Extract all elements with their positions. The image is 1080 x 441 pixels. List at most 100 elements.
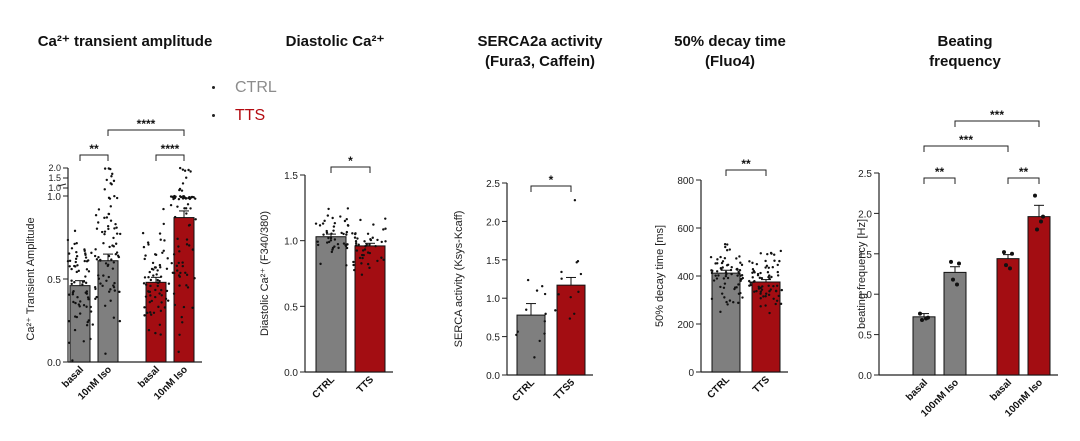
- data-point: [181, 168, 185, 171]
- data-point: [721, 266, 724, 269]
- data-point: [957, 261, 961, 266]
- y-tick-label: 0.0: [284, 368, 298, 379]
- data-point: [189, 207, 192, 210]
- data-point: [181, 261, 184, 264]
- data-point: [178, 250, 181, 253]
- data-point: [67, 319, 71, 323]
- significance-label: **: [1019, 165, 1029, 179]
- data-point: [766, 252, 769, 256]
- data-point: [751, 276, 754, 279]
- data-point: [109, 182, 112, 185]
- data-point: [776, 274, 780, 277]
- data-point: [557, 293, 560, 296]
- y-tick-label: 1.5: [284, 171, 298, 182]
- data-point: [332, 225, 336, 228]
- data-point: [142, 245, 146, 249]
- y-tick-label: 2.0: [48, 163, 61, 173]
- y-tick-label: 1.0: [858, 290, 872, 301]
- data-point: [737, 301, 740, 305]
- data-point: [107, 167, 110, 170]
- data-point: [107, 196, 111, 200]
- significance-label: *: [348, 154, 353, 168]
- data-point: [169, 203, 173, 207]
- x-tick-label: basal: [136, 364, 162, 390]
- data-point: [345, 230, 349, 234]
- data-point: [314, 222, 318, 225]
- data-point: [354, 239, 358, 243]
- data-point: [327, 207, 330, 211]
- data-point: [84, 291, 87, 294]
- data-point: [75, 315, 79, 319]
- data-point: [764, 266, 767, 269]
- data-point: [73, 242, 76, 246]
- data-point: [103, 304, 107, 307]
- significance-label: ***: [959, 133, 973, 147]
- bar-4: [1027, 216, 1051, 376]
- data-point: [85, 260, 89, 263]
- data-point: [183, 169, 187, 172]
- data-point: [68, 341, 71, 344]
- data-point: [175, 264, 179, 268]
- data-point: [148, 270, 151, 274]
- data-point: [143, 276, 147, 279]
- data-point: [187, 168, 190, 172]
- data-point: [761, 285, 764, 288]
- data-point: [143, 257, 146, 261]
- data-point: [361, 249, 365, 252]
- data-point: [172, 197, 175, 201]
- data-point: [105, 216, 109, 219]
- data-point: [316, 240, 319, 243]
- data-point: [721, 260, 725, 263]
- significance-label: ****: [137, 117, 156, 131]
- data-point: [191, 306, 194, 310]
- data-point: [87, 298, 90, 301]
- data-point: [766, 271, 770, 274]
- data-point: [329, 239, 333, 242]
- data-point: [142, 282, 146, 285]
- data-point: [85, 324, 89, 327]
- data-point: [173, 215, 177, 219]
- bar-2: [354, 245, 386, 373]
- data-point: [544, 312, 547, 316]
- data-point: [89, 337, 92, 341]
- data-point: [345, 217, 348, 221]
- data-point: [774, 289, 778, 293]
- significance-bracket: [530, 185, 572, 192]
- data-point: [722, 286, 726, 289]
- data-point: [733, 287, 736, 291]
- data-point: [709, 255, 713, 259]
- data-point: [568, 317, 572, 320]
- data-point: [775, 284, 779, 287]
- data-point: [110, 175, 113, 178]
- data-point: [326, 214, 330, 217]
- significance-bracket: [923, 177, 956, 184]
- data-point: [74, 260, 77, 264]
- data-point: [764, 259, 767, 263]
- panel-4: 0 200 400 600 800 50% decay time [ms] CTRL TTS *…: [654, 157, 788, 401]
- y-tick-label: 1.0: [486, 294, 500, 305]
- data-point: [366, 262, 370, 266]
- data-point: [156, 269, 159, 272]
- data-point: [75, 250, 78, 254]
- y-axis-label: Diastolic Ca²⁺ (F340/380): [259, 211, 271, 336]
- data-point: [70, 267, 73, 271]
- data-point: [166, 257, 169, 260]
- data-point: [178, 333, 181, 337]
- data-point: [155, 273, 158, 276]
- data-point: [347, 224, 350, 227]
- data-point: [149, 311, 152, 314]
- significance-label: ****: [161, 142, 180, 156]
- data-point: [357, 243, 360, 246]
- panel-5: 0.0 0.5 1.0 1.5 2.0 2.5 beating frequency [Hz]…: [856, 108, 1058, 419]
- data-point: [95, 295, 98, 299]
- data-point: [97, 274, 100, 277]
- data-point: [366, 251, 370, 254]
- data-point: [1033, 193, 1037, 198]
- data-point: [115, 226, 118, 229]
- data-point: [113, 281, 116, 285]
- data-point: [751, 271, 754, 274]
- data-point: [76, 296, 79, 299]
- data-point: [112, 236, 115, 240]
- data-point: [177, 350, 180, 354]
- data-point: [356, 237, 359, 240]
